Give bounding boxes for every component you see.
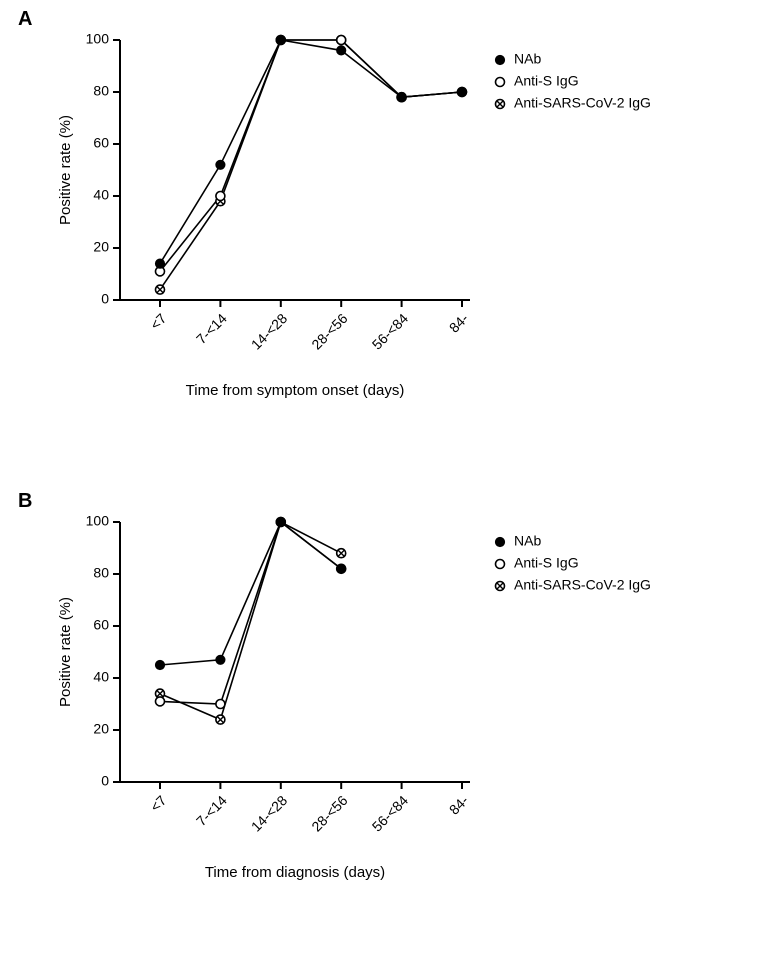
svg-text:80: 80 <box>93 83 109 99</box>
svg-text:<7: <7 <box>147 792 170 815</box>
svg-text:Anti-SARS-CoV-2 IgG: Anti-SARS-CoV-2 IgG <box>514 577 651 593</box>
svg-text:28-<56: 28-<56 <box>308 792 351 835</box>
svg-text:40: 40 <box>93 669 109 685</box>
svg-text:Positive rate (%): Positive rate (%) <box>57 115 74 225</box>
figure-page: { "panelA": { "label": "A", "type": "lin… <box>0 0 768 968</box>
panel-b-label: B <box>18 490 32 513</box>
panel-b-chart: 0 20 40 60 80 100 <7 7-<14 14-<28 28-<56 56-<84 84-… <box>40 512 740 942</box>
svg-text:84-: 84- <box>446 792 472 818</box>
svg-text:14-<28: 14-<28 <box>248 310 291 353</box>
svg-text:40: 40 <box>93 187 109 203</box>
svg-text:7-<14: 7-<14 <box>193 792 230 829</box>
svg-text:14-<28: 14-<28 <box>248 792 291 835</box>
svg-text:Anti-SARS-CoV-2 IgG: Anti-SARS-CoV-2 IgG <box>514 95 651 111</box>
svg-text:0: 0 <box>101 291 109 307</box>
svg-text:56-<84: 56-<84 <box>369 792 412 835</box>
panel-a-label: A <box>18 8 32 31</box>
svg-text:Anti-S IgG: Anti-S IgG <box>514 555 579 571</box>
svg-text:NAb: NAb <box>514 533 541 549</box>
panel-a-chart: 0 20 40 60 80 100 <7 7-<14 14-<28 28-<56 56-<84 84-… <box>40 30 740 460</box>
svg-text:20: 20 <box>93 239 109 255</box>
svg-text:NAb: NAb <box>514 51 541 67</box>
svg-text:84-: 84- <box>446 310 472 336</box>
svg-text:0: 0 <box>101 773 109 789</box>
svg-text:28-<56: 28-<56 <box>308 310 351 353</box>
svg-text:80: 80 <box>93 565 109 581</box>
svg-text:100: 100 <box>86 513 110 529</box>
panel-b-svg: 0 20 40 60 80 100 <7 7-<14 14-<28 28-<56 56-<84 84-… <box>40 512 740 942</box>
svg-text:Anti-S IgG: Anti-S IgG <box>514 73 579 89</box>
svg-text:20: 20 <box>93 721 109 737</box>
panel-a-svg: 0 20 40 60 80 100 <7 7-<14 14-<28 28-<56 56-<84 84-… <box>40 30 740 460</box>
svg-text:Time from diagnosis (days): Time from diagnosis (days) <box>205 864 385 881</box>
svg-text:Positive rate (%): Positive rate (%) <box>57 597 74 707</box>
svg-text:<7: <7 <box>147 310 170 333</box>
svg-text:7-<14: 7-<14 <box>193 310 230 347</box>
svg-text:100: 100 <box>86 31 110 47</box>
svg-text:56-<84: 56-<84 <box>369 310 412 353</box>
svg-text:60: 60 <box>93 135 109 151</box>
svg-text:60: 60 <box>93 617 109 633</box>
svg-text:Time from symptom onset (days): Time from symptom onset (days) <box>186 382 405 399</box>
